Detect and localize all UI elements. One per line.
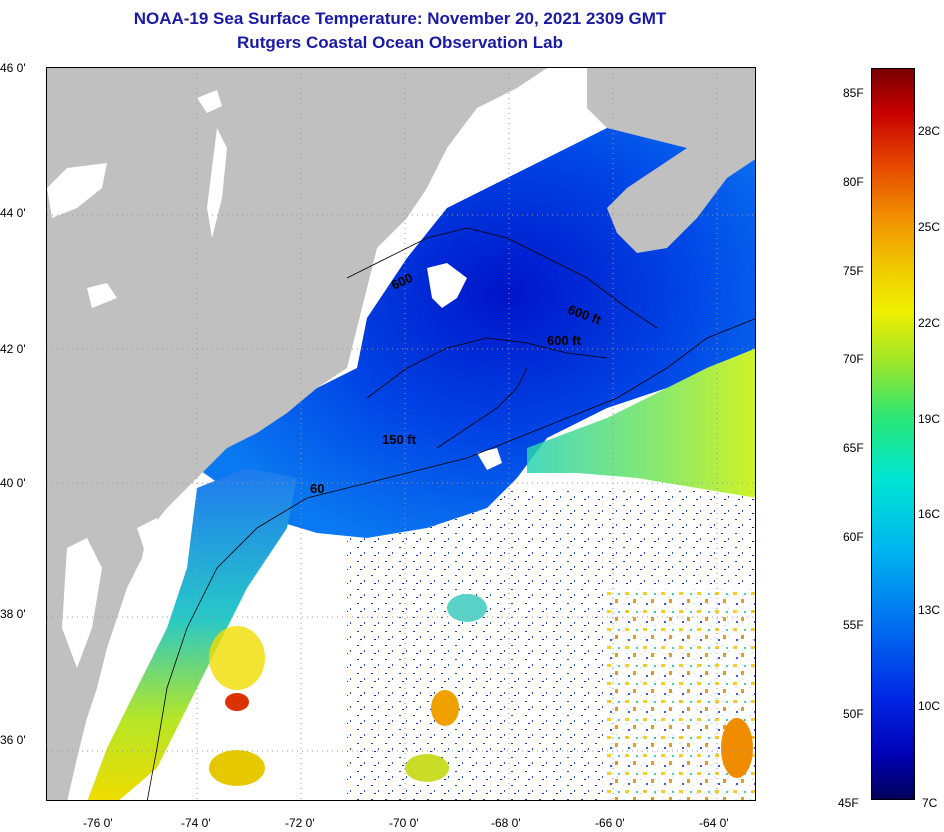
colorbar-c-label: 7C bbox=[922, 796, 938, 810]
shelf-slope-front bbox=[527, 348, 755, 498]
lake-champlain bbox=[207, 128, 227, 238]
warm-shelf-patch bbox=[209, 626, 265, 690]
lat-label: 46 0' bbox=[0, 61, 26, 75]
us-landmass bbox=[47, 68, 547, 800]
lat-label: 38 0' bbox=[0, 607, 26, 621]
colorbar-f-label: 45F bbox=[838, 796, 859, 810]
cool-patch bbox=[447, 594, 487, 622]
cape-cod-cloud bbox=[427, 263, 467, 308]
warm-patch bbox=[721, 718, 753, 778]
contour-label: 60 bbox=[310, 481, 324, 496]
graticule bbox=[47, 68, 755, 800]
sst-map-canvas: 600 600 ft 600 ft 150 ft 60 bbox=[47, 68, 755, 800]
colorbar-c-label: 13C bbox=[918, 603, 941, 617]
map-subtitle: Rutgers Coastal Ocean Observation Lab bbox=[237, 33, 563, 52]
lon-label: -74 0' bbox=[181, 816, 211, 830]
colorbar-c-label: 22C bbox=[918, 316, 941, 330]
colorbar-f-label: 50F bbox=[843, 707, 864, 721]
lake-ontario bbox=[47, 163, 107, 218]
colorbar-f-label: 80F bbox=[843, 175, 864, 189]
chesapeake-bay bbox=[62, 538, 102, 668]
lon-label: -70 0' bbox=[389, 816, 419, 830]
lon-label: -68 0' bbox=[491, 816, 521, 830]
contour-label: 600 ft bbox=[547, 333, 582, 348]
contour-label: 150 ft bbox=[382, 432, 417, 447]
delaware-bay bbox=[137, 518, 162, 558]
lat-label: 42 0' bbox=[0, 342, 26, 356]
map-title: NOAA-19 Sea Surface Temperature: Novembe… bbox=[133, 9, 667, 28]
colorbar-f-label: 75F bbox=[843, 264, 864, 278]
temperature-colorbar bbox=[871, 68, 915, 800]
canada-landmass bbox=[587, 68, 755, 253]
lake bbox=[197, 90, 222, 113]
mid-atlantic-shelf-water bbox=[87, 468, 297, 800]
warm-core-patch bbox=[225, 693, 249, 711]
lon-label: -66 0' bbox=[595, 816, 625, 830]
lat-label: 44 0' bbox=[0, 206, 26, 220]
colorbar-c-label: 10C bbox=[918, 699, 941, 713]
colorbar-f-label: 65F bbox=[843, 441, 864, 455]
colorbar-f-label: 85F bbox=[843, 86, 864, 100]
colorbar-c-label: 19C bbox=[918, 412, 941, 426]
warm-patch bbox=[209, 750, 265, 786]
lat-label: 36 0' bbox=[0, 733, 26, 747]
lon-label: -72 0' bbox=[285, 816, 315, 830]
warm-patch bbox=[405, 754, 449, 782]
nantucket-cloud bbox=[477, 448, 502, 470]
lon-label: -64 0' bbox=[699, 816, 729, 830]
warm-patch bbox=[431, 690, 459, 726]
colorbar-c-label: 16C bbox=[918, 507, 941, 521]
colorbar-c-label: 25C bbox=[918, 220, 941, 234]
cloud-patch bbox=[87, 283, 117, 308]
lat-label: 40 0' bbox=[0, 476, 26, 490]
bathymetry-contours bbox=[146, 227, 755, 800]
colorbar-c-label: 28C bbox=[918, 124, 941, 138]
colorbar-f-label: 55F bbox=[843, 618, 864, 632]
lon-label: -76 0' bbox=[83, 816, 113, 830]
sst-map: 600 600 ft 600 ft 150 ft 60 bbox=[46, 67, 756, 801]
colorbar-f-label: 70F bbox=[843, 352, 864, 366]
colorbar-f-label: 60F bbox=[843, 530, 864, 544]
